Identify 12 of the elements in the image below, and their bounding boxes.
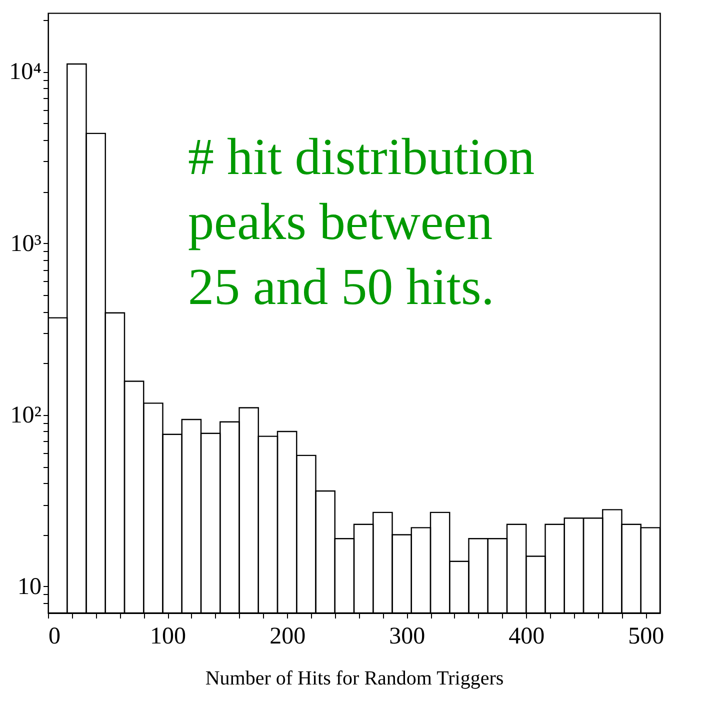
x-tick-label: 400 <box>508 624 545 650</box>
y-tick-label: 10² <box>10 402 42 428</box>
x-axis-title: Number of Hits for Random Triggers <box>205 668 504 690</box>
x-tick-label: 500 <box>628 624 664 650</box>
x-tick-label: 300 <box>389 624 426 650</box>
y-tick-label: 10³ <box>10 230 42 257</box>
y-tick-label: 10 <box>18 574 42 600</box>
x-tick-label: 0 <box>48 624 60 650</box>
annotation: # hit distribution peaks between 25 and 50 hits. <box>188 129 535 316</box>
x-tick-label: 200 <box>270 624 306 650</box>
y-tick-label: 10⁴ <box>9 59 42 86</box>
x-tick-label: 100 <box>150 624 186 650</box>
